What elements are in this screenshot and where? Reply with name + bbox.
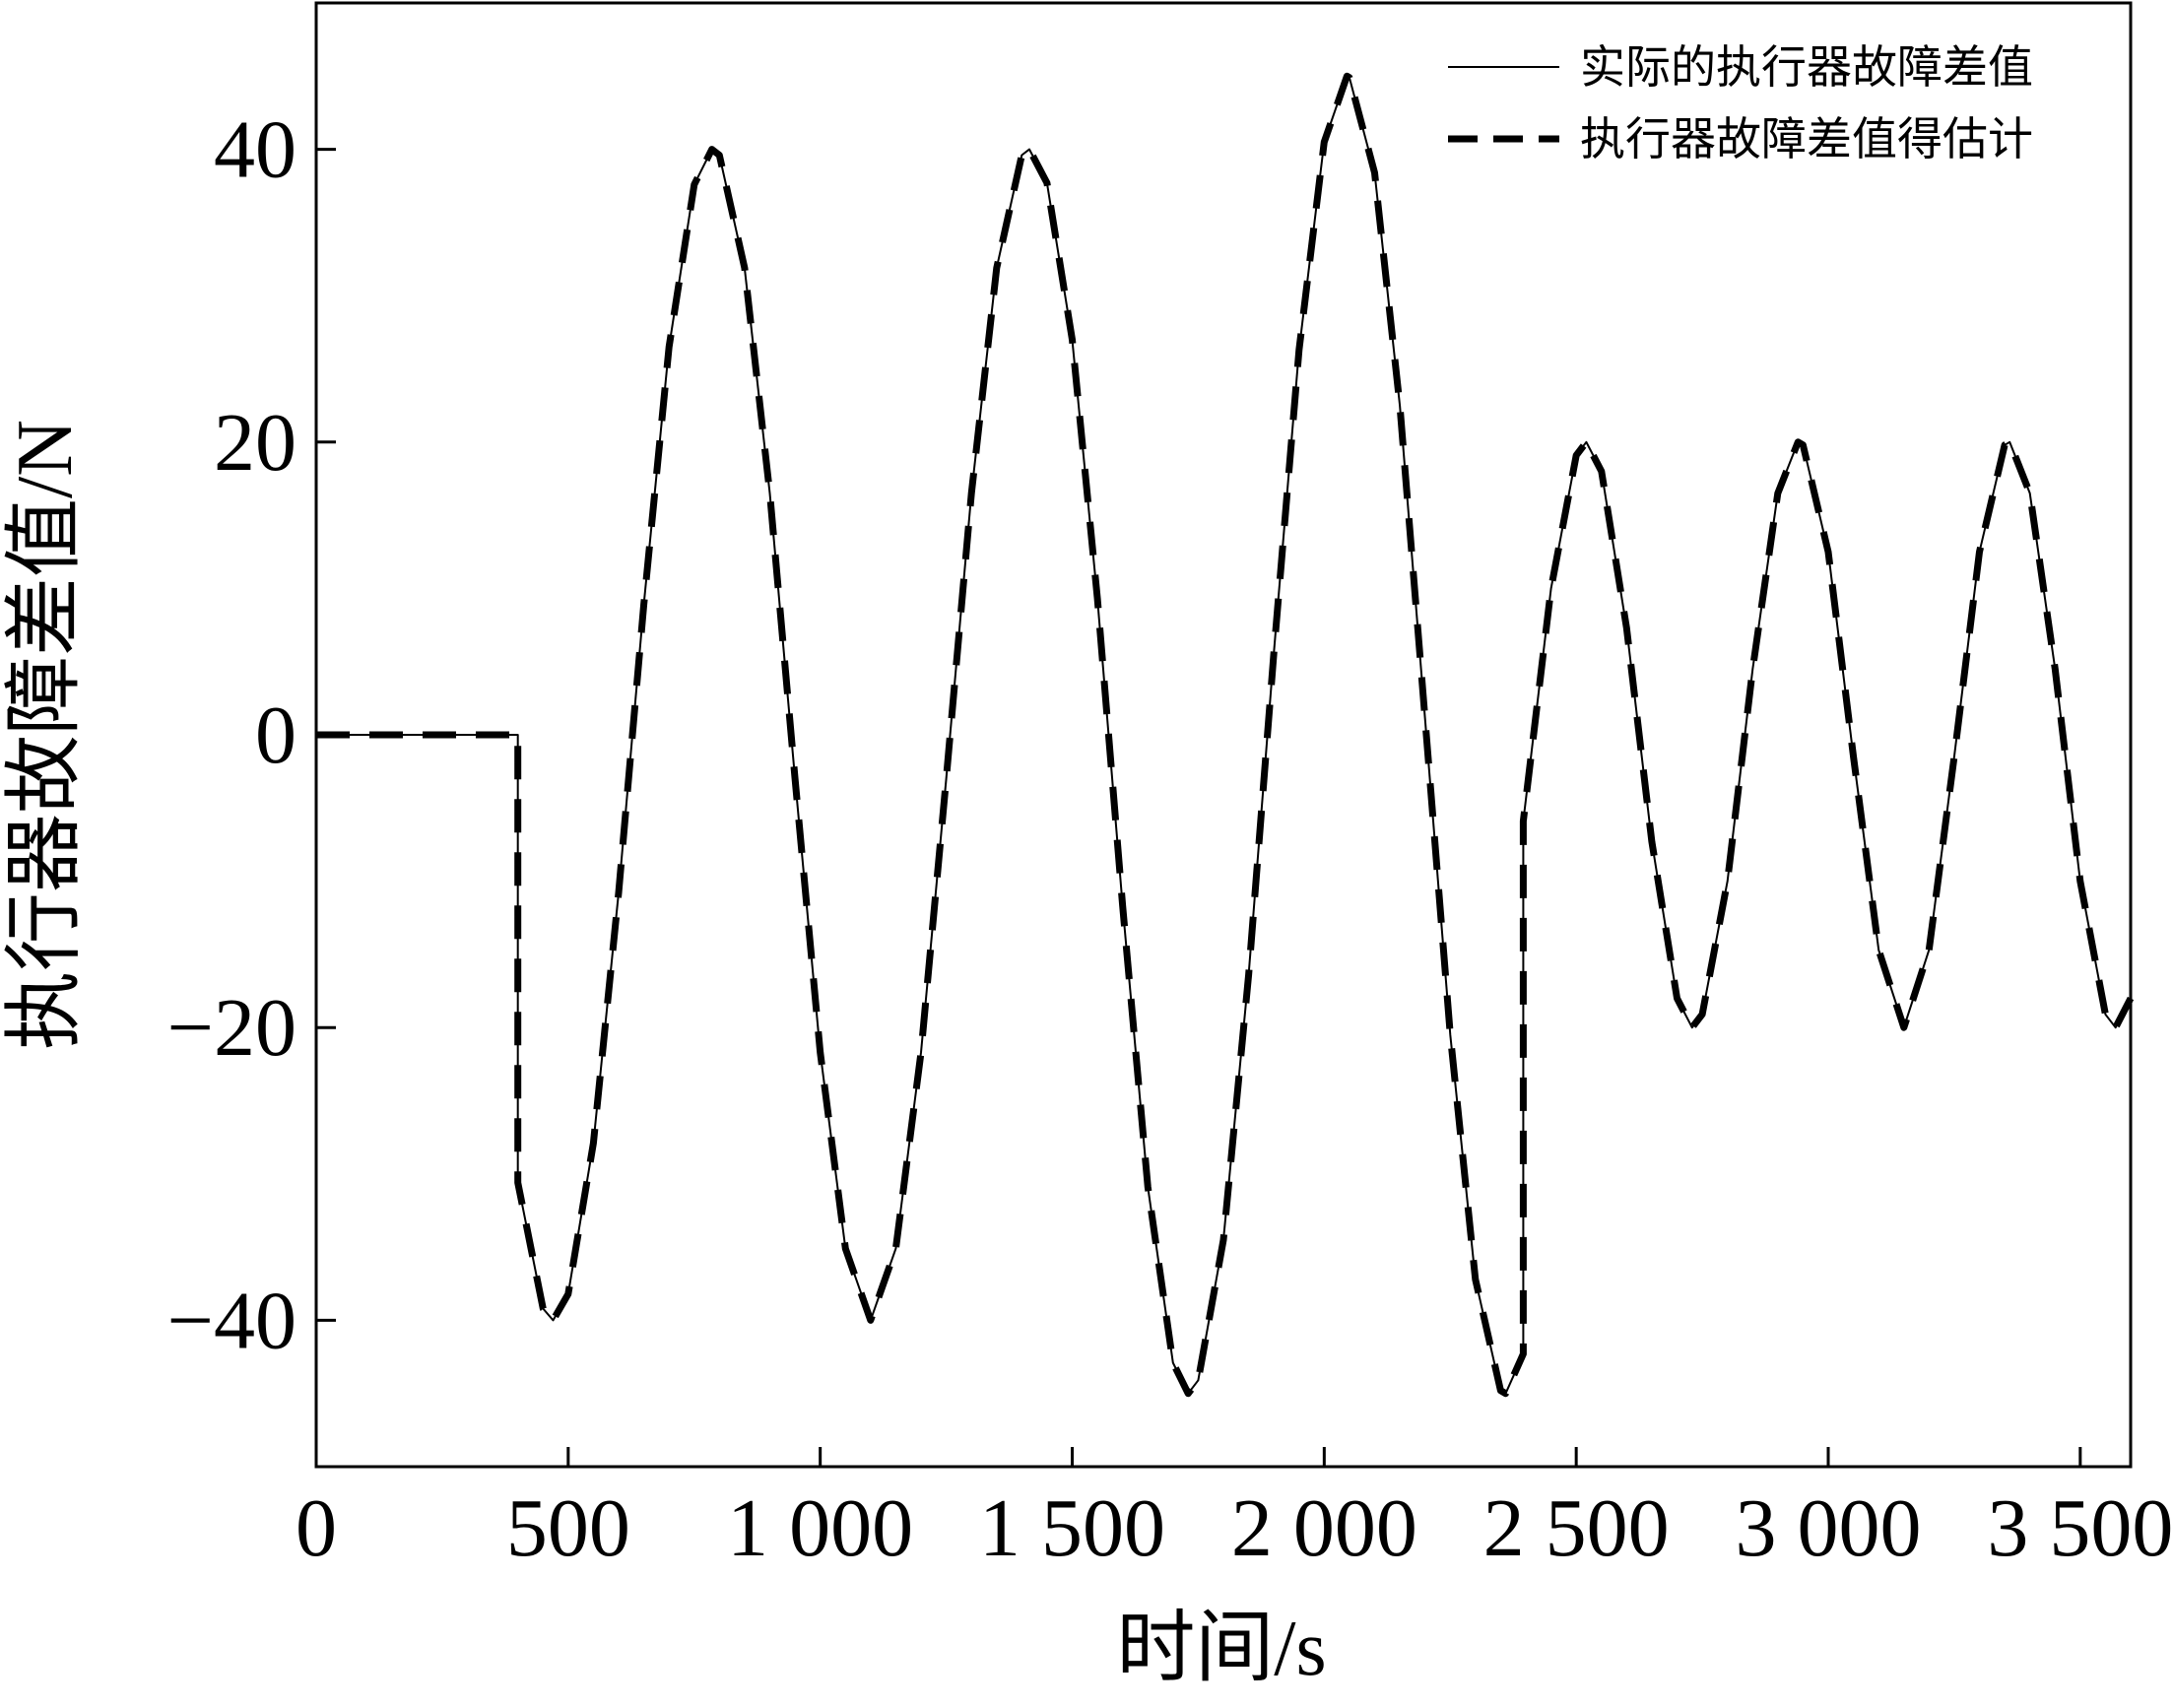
y-tick-label: 40 [214, 104, 296, 196]
y-tick-label: 20 [214, 397, 296, 489]
y-tick-label: −20 [167, 982, 296, 1074]
legend-label: 执行器故障差值得估计 [1580, 114, 2033, 164]
y-axis-title: 执行器故障差值/N [2, 420, 89, 1050]
data-line [316, 72, 2135, 1398]
x-tick-label: 2 500 [1483, 1482, 1670, 1574]
data-line [316, 75, 2132, 1395]
x-tick-label: 500 [506, 1482, 630, 1574]
legend-label: 实际的执行器故障差值 [1580, 42, 2033, 93]
x-tick-label: 2 000 [1231, 1482, 1417, 1574]
x-tick-label: 0 [296, 1482, 337, 1574]
x-tick-label: 1 500 [979, 1482, 1165, 1574]
x-tick-label: 3 000 [1736, 1482, 1922, 1574]
x-tick-label: 3 500 [1987, 1482, 2173, 1574]
y-tick-label: 0 [255, 690, 296, 781]
y-tick-label: −40 [167, 1275, 296, 1366]
x-tick-label: 1 000 [727, 1482, 913, 1574]
x-axis-title: 时间/s [1116, 1606, 1326, 1692]
